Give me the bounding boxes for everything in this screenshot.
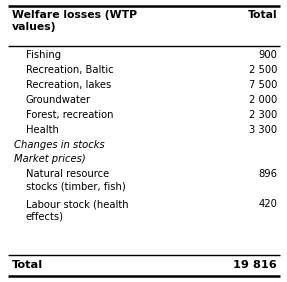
Text: Forest, recreation: Forest, recreation [26, 110, 113, 120]
Text: Health: Health [26, 125, 59, 135]
Text: 896: 896 [258, 169, 277, 179]
Text: 7 500: 7 500 [249, 80, 277, 90]
Text: 2 000: 2 000 [249, 95, 277, 105]
Text: Groundwater: Groundwater [26, 95, 91, 105]
Text: Labour stock (health
effects): Labour stock (health effects) [26, 199, 129, 222]
Text: Recreation, Baltic: Recreation, Baltic [26, 65, 114, 75]
Text: 3 300: 3 300 [249, 125, 277, 135]
Text: 2 300: 2 300 [249, 110, 277, 120]
Text: Recreation, lakes: Recreation, lakes [26, 80, 111, 90]
Text: 2 500: 2 500 [249, 65, 277, 75]
Text: Market prices): Market prices) [14, 155, 86, 164]
Text: Total: Total [247, 10, 277, 20]
Text: Natural resource
stocks (timber, fish): Natural resource stocks (timber, fish) [26, 169, 126, 192]
Text: 420: 420 [258, 199, 277, 209]
Text: Changes in stocks: Changes in stocks [14, 140, 105, 149]
Text: Total: Total [12, 260, 43, 270]
Text: 900: 900 [258, 50, 277, 60]
Text: Welfare losses (WTP
values): Welfare losses (WTP values) [12, 10, 137, 32]
Text: Fishing: Fishing [26, 50, 61, 60]
Text: 19 816: 19 816 [233, 260, 277, 270]
